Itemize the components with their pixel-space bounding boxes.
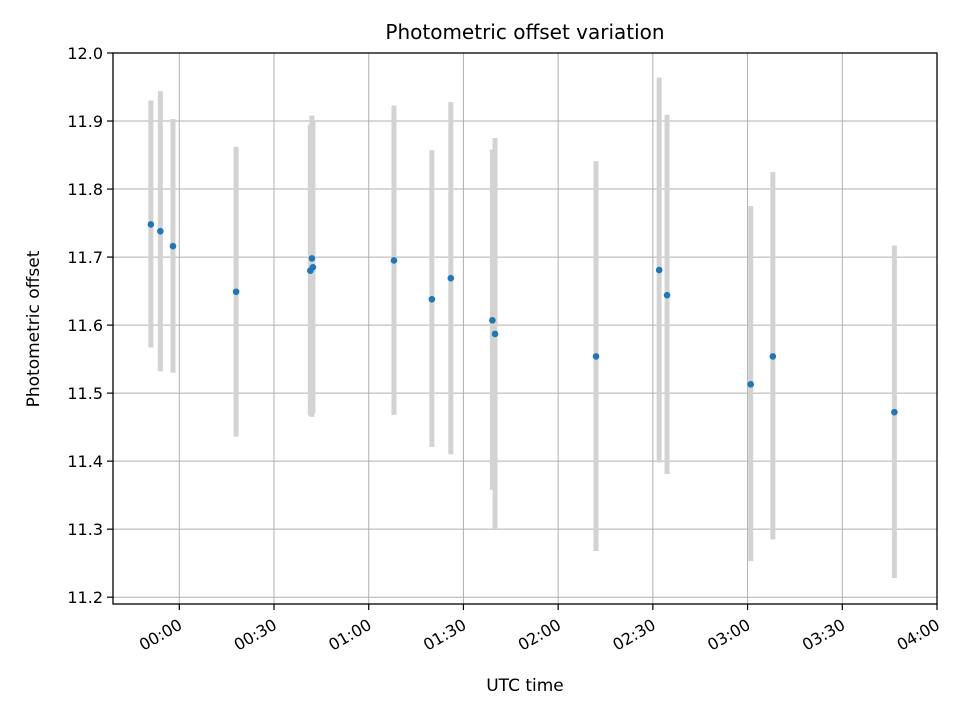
y-tick-label: 11.8 (67, 180, 103, 199)
data-point (447, 274, 455, 282)
y-tick-label: 11.6 (67, 316, 103, 335)
plot-background (113, 53, 937, 604)
y-tick-label: 11.4 (67, 452, 103, 471)
grid (113, 52, 938, 604)
y-tick-label: 12.0 (67, 44, 103, 63)
data-point (769, 353, 777, 360)
y-tick-label: 11.9 (67, 112, 103, 131)
y-tick-label: 11.5 (67, 384, 103, 403)
data-point (747, 380, 755, 388)
x-axis-label: UTC time (486, 676, 564, 696)
plot-area (112, 52, 938, 605)
chart-title: Photometric offset variation (385, 20, 664, 44)
data-point (428, 295, 436, 303)
data-point (655, 266, 663, 274)
data-point (390, 257, 398, 264)
data-point (309, 263, 317, 271)
plot-frame (112, 52, 938, 605)
y-axis: 11.2 11.3 11.4 11.5 11.6 11.7 11.8 11.9 12.0 (67, 44, 113, 607)
data-point (491, 330, 499, 338)
data-point (157, 227, 164, 235)
data-point (663, 291, 671, 299)
data-points (147, 221, 898, 416)
data-point (308, 255, 316, 262)
data-point (489, 317, 496, 324)
y-tick-label: 11.7 (67, 248, 103, 267)
y-tick-label: 11.2 (67, 588, 103, 607)
data-point (147, 221, 155, 228)
data-point (592, 353, 600, 360)
y-axis-label: Photometric offset (24, 250, 44, 407)
data-point (232, 288, 240, 296)
data-point (169, 242, 177, 250)
y-tick-label: 11.3 (67, 520, 103, 539)
data-point (891, 408, 898, 416)
